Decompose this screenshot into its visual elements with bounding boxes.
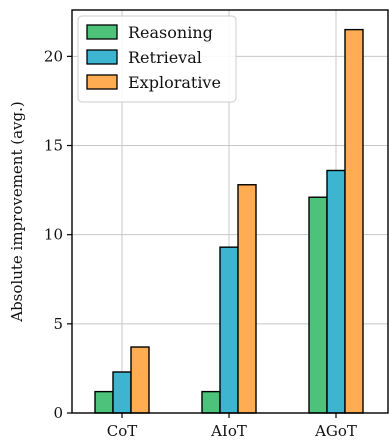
legend-swatch bbox=[86, 49, 118, 65]
bar-retrieval-agot bbox=[326, 169, 346, 414]
y-tick-label: 20 bbox=[44, 47, 63, 65]
y-tick-label: 15 bbox=[44, 137, 63, 155]
bar-reasoning-cot bbox=[94, 390, 114, 414]
legend-swatch bbox=[86, 24, 118, 40]
legend-label: Explorative bbox=[128, 73, 221, 92]
bar-explorative-agot bbox=[344, 28, 364, 414]
y-tick-label: 5 bbox=[53, 315, 63, 333]
y-axis-ticks: 0 5 10 15 20 bbox=[44, 47, 72, 422]
x-tick-label: AIoT bbox=[210, 422, 247, 440]
bar-explorative-aiot bbox=[237, 184, 257, 414]
bar-reasoning-agot bbox=[308, 196, 328, 414]
x-tick-label: CoT bbox=[107, 422, 138, 440]
plot-frame bbox=[71, 9, 389, 414]
bar-reasoning-aiot bbox=[201, 390, 221, 414]
legend-label: Retrieval bbox=[128, 48, 202, 67]
x-axis-ticks: CoT AIoT AGoT bbox=[107, 413, 357, 440]
legend-label: Reasoning bbox=[128, 23, 213, 42]
legend: Reasoning Retrieval Explorative bbox=[77, 15, 237, 103]
y-tick-label: 0 bbox=[53, 404, 63, 422]
legend-swatch bbox=[86, 74, 118, 90]
y-axis-label: Absolute improvement (avg.) bbox=[8, 101, 26, 323]
bar-retrieval-aiot bbox=[219, 246, 239, 414]
y-tick-label: 10 bbox=[44, 226, 63, 244]
x-tick-label: AGoT bbox=[314, 422, 357, 440]
bar-retrieval-cot bbox=[112, 371, 132, 414]
bar-explorative-cot bbox=[130, 346, 150, 414]
